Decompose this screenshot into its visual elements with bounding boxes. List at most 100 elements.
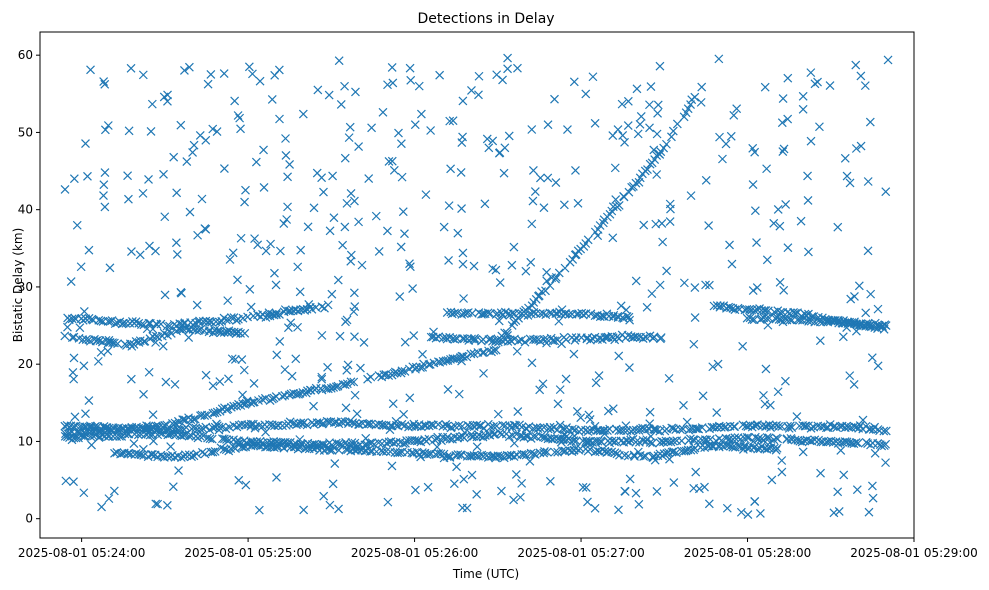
data-point bbox=[245, 284, 255, 294]
data-point bbox=[571, 165, 580, 175]
data-point bbox=[775, 221, 785, 231]
data-point bbox=[317, 374, 327, 384]
data-point bbox=[124, 194, 133, 204]
data-point bbox=[620, 486, 630, 496]
data-point bbox=[224, 374, 233, 384]
data-point bbox=[100, 202, 110, 212]
data-point bbox=[124, 448, 134, 458]
data-point bbox=[675, 425, 685, 434]
data-point bbox=[296, 245, 306, 255]
data-point bbox=[366, 372, 376, 382]
data-point bbox=[513, 407, 523, 416]
data-point bbox=[854, 281, 864, 291]
data-point bbox=[881, 458, 890, 468]
data-point bbox=[633, 447, 643, 457]
data-point bbox=[588, 72, 598, 82]
data-point bbox=[235, 113, 245, 123]
data-point bbox=[84, 245, 94, 255]
data-point bbox=[493, 409, 503, 419]
data-point bbox=[528, 196, 538, 206]
data-point bbox=[873, 304, 883, 314]
data-point bbox=[180, 450, 190, 460]
data-point bbox=[69, 374, 79, 384]
data-point bbox=[760, 82, 770, 92]
data-point bbox=[527, 219, 537, 229]
data-point bbox=[433, 420, 443, 429]
data-point bbox=[514, 308, 524, 318]
data-point bbox=[309, 203, 319, 213]
data-point bbox=[679, 400, 688, 410]
data-point bbox=[189, 140, 199, 150]
data-point bbox=[563, 125, 572, 134]
data-point bbox=[584, 410, 594, 420]
data-point bbox=[301, 388, 311, 398]
data-point bbox=[340, 222, 350, 232]
data-point bbox=[169, 152, 179, 162]
data-point bbox=[621, 305, 631, 315]
data-point bbox=[472, 489, 482, 499]
data-point bbox=[860, 81, 870, 91]
data-point bbox=[582, 438, 592, 447]
data-point bbox=[619, 192, 629, 202]
data-point bbox=[762, 432, 772, 442]
data-point bbox=[379, 420, 389, 430]
data-point bbox=[330, 459, 340, 468]
data-point bbox=[540, 446, 549, 456]
data-point bbox=[585, 444, 595, 454]
data-point bbox=[723, 440, 733, 450]
data-point bbox=[509, 420, 519, 430]
data-point bbox=[458, 248, 468, 258]
data-point bbox=[317, 330, 327, 340]
data-point bbox=[631, 178, 641, 188]
data-point bbox=[492, 70, 502, 80]
data-point bbox=[647, 289, 657, 299]
data-point bbox=[763, 320, 773, 330]
data-point bbox=[775, 277, 785, 287]
data-point bbox=[750, 421, 760, 431]
data-point bbox=[327, 445, 337, 455]
data-point bbox=[571, 436, 581, 446]
data-point bbox=[759, 435, 768, 445]
data-point bbox=[496, 486, 506, 496]
data-point bbox=[653, 108, 663, 118]
data-point bbox=[211, 419, 221, 429]
data-point bbox=[179, 415, 189, 425]
data-point bbox=[765, 400, 775, 410]
data-point bbox=[265, 419, 274, 429]
data-point bbox=[248, 440, 258, 450]
data-point bbox=[146, 450, 156, 459]
data-point bbox=[690, 283, 700, 293]
data-point bbox=[686, 445, 696, 455]
data-point bbox=[391, 437, 401, 447]
data-point bbox=[240, 328, 250, 338]
data-point bbox=[151, 246, 160, 256]
data-point bbox=[559, 200, 569, 210]
data-point bbox=[340, 153, 350, 163]
data-point bbox=[195, 316, 204, 326]
data-point bbox=[334, 56, 344, 66]
data-point bbox=[156, 319, 166, 329]
data-point bbox=[210, 447, 220, 456]
data-point bbox=[295, 441, 305, 451]
data-point bbox=[512, 346, 522, 356]
data-point bbox=[883, 55, 893, 65]
data-point bbox=[587, 333, 597, 343]
data-point bbox=[219, 69, 229, 78]
data-point bbox=[646, 431, 656, 441]
data-point bbox=[354, 217, 364, 227]
data-point bbox=[176, 453, 186, 462]
data-point bbox=[367, 123, 377, 133]
data-point bbox=[662, 448, 672, 458]
data-point bbox=[769, 218, 779, 228]
data-point bbox=[781, 200, 791, 209]
data-point bbox=[264, 308, 274, 318]
data-point bbox=[652, 487, 662, 496]
data-point bbox=[138, 70, 148, 80]
data-point bbox=[236, 124, 245, 134]
data-point bbox=[795, 315, 805, 325]
data-point bbox=[600, 425, 610, 435]
data-point bbox=[704, 221, 714, 230]
data-point bbox=[539, 203, 549, 213]
data-point bbox=[864, 507, 874, 517]
data-point bbox=[142, 324, 152, 334]
